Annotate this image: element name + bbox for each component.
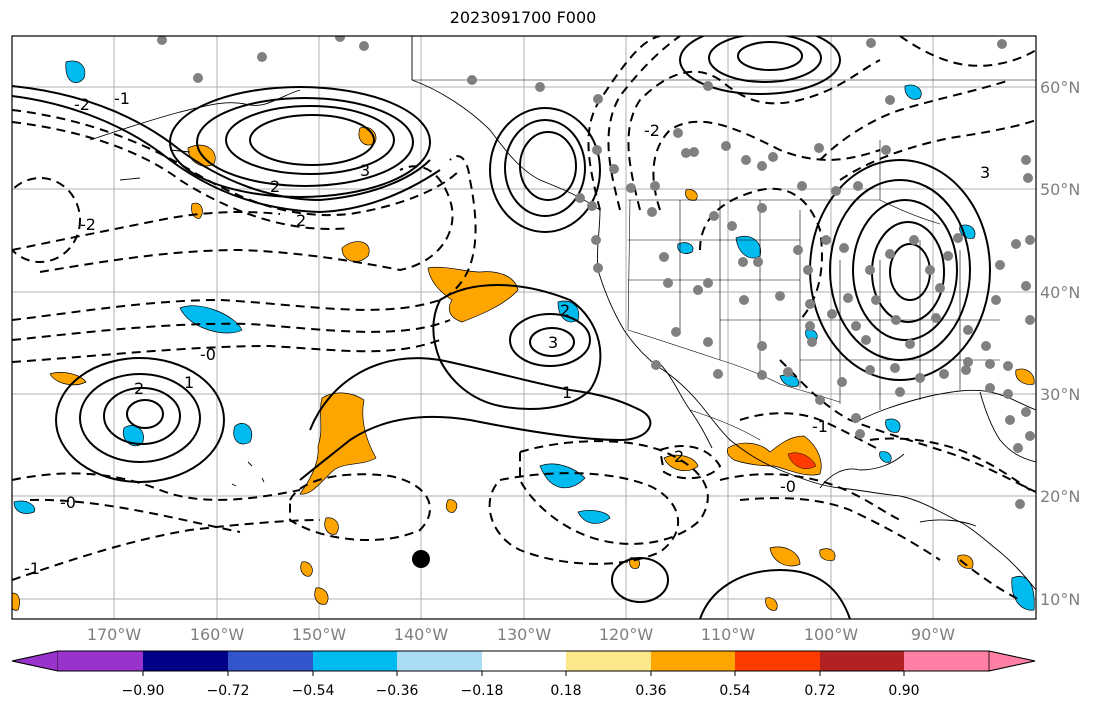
colorbar-segment [651, 651, 735, 671]
contour-label: -0 [780, 477, 796, 496]
colorbar-segment [228, 651, 313, 671]
lon-label: 100°W [804, 625, 859, 644]
longitude-axis: 170°W 160°W 150°W 140°W 130°W 120°W 110°… [87, 625, 955, 644]
lon-label: 170°W [87, 625, 142, 644]
contour-label: 2 [134, 379, 144, 398]
colorbar-segment [904, 651, 989, 671]
colorbar-tick-label: 0.54 [719, 683, 750, 699]
lon-label: 120°W [599, 625, 654, 644]
colorbar-segment [58, 651, 143, 671]
lon-label: 90°W [911, 625, 955, 644]
chart-title: 2023091700 F000 [449, 8, 597, 27]
colorbar-tick-label: −0.90 [122, 683, 165, 699]
contour-label: -0 [60, 493, 76, 512]
lon-label: 160°W [190, 625, 245, 644]
lat-label: 50°N [1040, 180, 1080, 199]
colorbar-segment [820, 651, 904, 671]
lon-label: 140°W [394, 625, 449, 644]
contour-label: 2 [296, 211, 306, 230]
colorbar-tick-label: −0.54 [292, 683, 335, 699]
colorbar-extend-min [11, 650, 59, 672]
lat-label: 20°N [1040, 487, 1080, 506]
contour-label: 2 [560, 301, 570, 320]
contour-label: -0 [200, 345, 216, 364]
contour-label: -2 [74, 95, 90, 114]
map-border [11, 35, 1037, 620]
contour-label: -2 [80, 215, 96, 234]
graticule [12, 36, 1036, 619]
contour-label: 3 [360, 161, 370, 180]
colorbar-tick-label: 0.36 [635, 683, 666, 699]
colorbar-segment [143, 651, 228, 671]
colorbar-segment [482, 651, 566, 671]
colorbar-tick-label: −0.18 [461, 683, 504, 699]
colorbar-outline [11, 650, 1036, 672]
lat-label: 60°N [1040, 78, 1080, 97]
coastlines [89, 36, 1036, 591]
contour-label: -2 [644, 121, 660, 140]
lat-label: 10°N [1040, 590, 1080, 609]
strong-positive-anomaly-fill [787, 452, 817, 469]
contour-label: 3 [548, 333, 558, 352]
lat-label: 30°N [1040, 385, 1080, 404]
colorbar-tick-label: 0.90 [888, 683, 919, 699]
colorbar-segment [313, 651, 397, 671]
colorbar-tick-label: −0.72 [207, 683, 250, 699]
contour-label: -1 [114, 89, 130, 108]
lon-label: 150°W [292, 625, 347, 644]
lon-label: 110°W [701, 625, 756, 644]
colorbar-tick-label: −0.36 [376, 683, 419, 699]
colorbar-segment [566, 651, 651, 671]
negative-anomaly-fill [13, 60, 1035, 611]
colorbar-segment [735, 651, 820, 671]
contour-label: 1 [184, 373, 194, 392]
lat-label: 40°N [1040, 283, 1080, 302]
colorbar-ticks [142, 671, 905, 676]
colorbar-segment [397, 651, 482, 671]
contour-label: 2 [270, 177, 280, 196]
observation-markers [157, 36, 1035, 509]
colorbar-extend-max [988, 650, 1036, 672]
storm-center-marker [412, 550, 430, 568]
contour-label: -1 [24, 559, 40, 578]
contour-label: -1 [812, 417, 828, 436]
lon-label: 130°W [497, 625, 552, 644]
contour-label: 1 [562, 383, 572, 402]
contour-labels: -2 -1 2 3 2 -2 3 2 1 -0 2 1 -0 -1 -2 3 -… [24, 89, 990, 578]
negative-contours [12, 36, 1036, 601]
colorbar-tick-label: 0.18 [550, 683, 581, 699]
colorbar: −0.90 −0.72 −0.54 −0.36 −0.18 0.18 0.36 … [11, 650, 1036, 699]
latitude-axis: 60°N 50°N 40°N 30°N 20°N 10°N [1040, 78, 1080, 609]
colorbar-tick-label: 0.72 [804, 683, 835, 699]
contour-label: 3 [980, 163, 990, 182]
contour-label: 2 [674, 447, 684, 466]
